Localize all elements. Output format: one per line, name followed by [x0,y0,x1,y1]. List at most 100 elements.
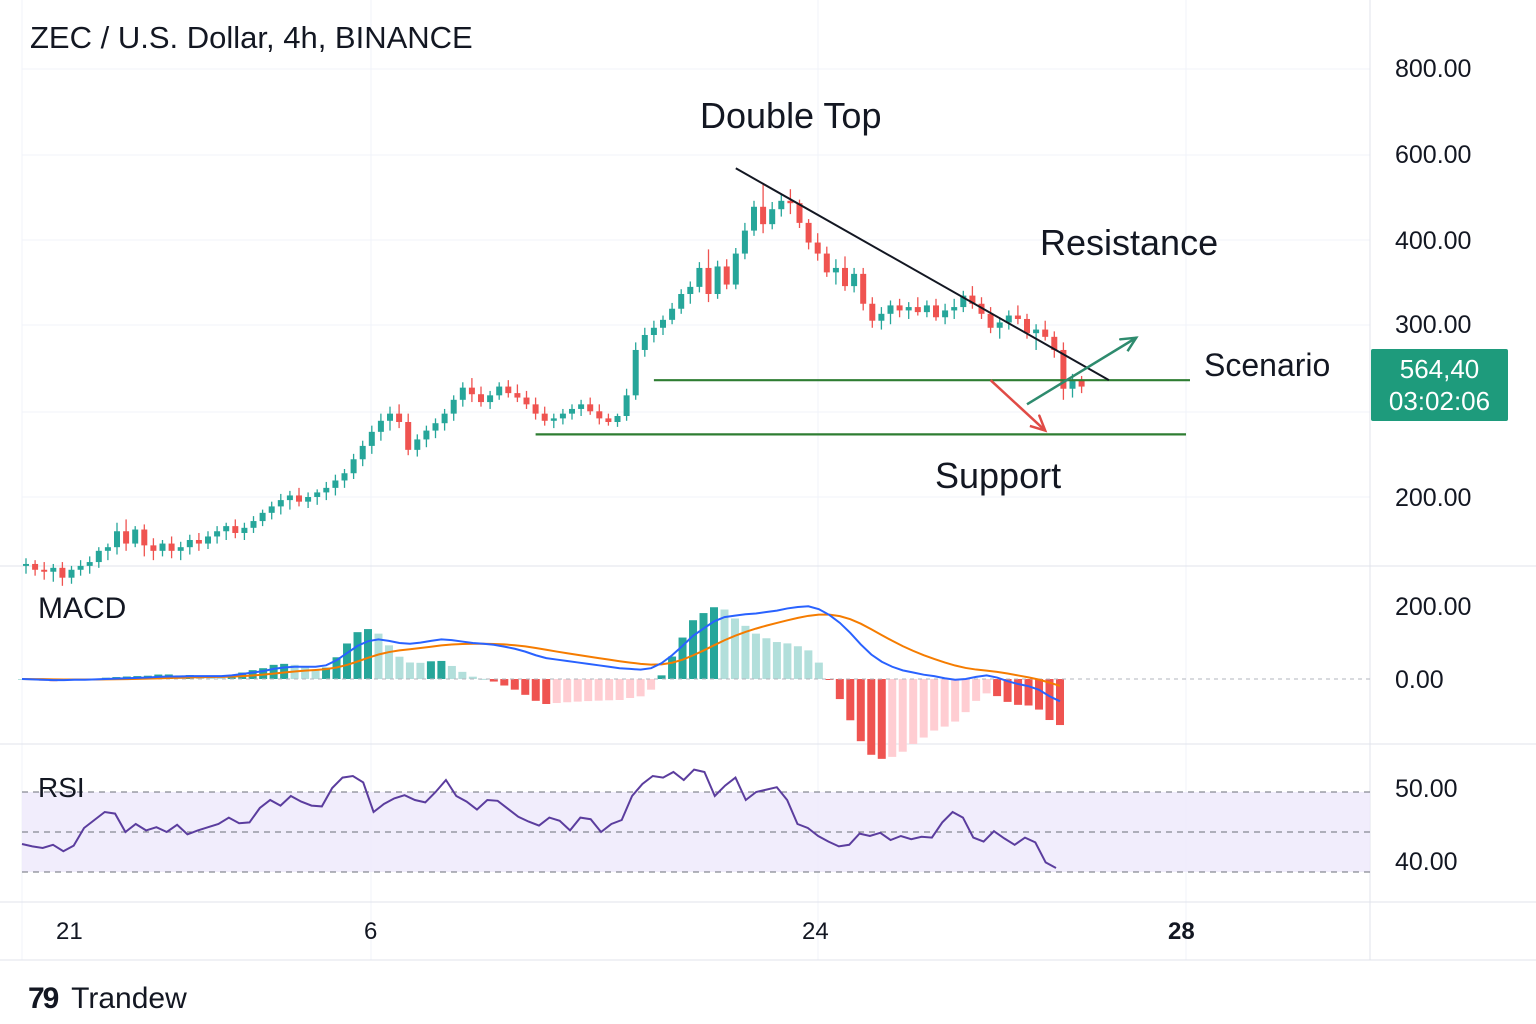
candle-body [396,413,403,422]
macd-histogram-bar [1003,679,1012,702]
candle-body [596,411,603,419]
candle-body [514,393,521,398]
bearish-arrow-head [1029,414,1048,433]
candle-body [769,209,776,225]
macd-histogram-bar [343,643,352,679]
candlestick-series [23,184,1085,586]
macd-histogram-bar [1035,679,1044,710]
candle-body [250,521,257,528]
macd-histogram-bar [563,679,572,703]
macd-histogram-bar [552,679,561,704]
bullish-arrow-head [1119,336,1139,352]
macd-histogram-bar [972,679,981,701]
candle-body [914,307,921,313]
candle-body [496,386,503,396]
candle-body [41,569,48,572]
candle-body [405,421,412,450]
macd-histogram-bar [835,679,844,700]
candle-body [414,439,421,450]
macd-histogram-bar [793,646,802,679]
candle-body [796,203,803,223]
candle-body [960,295,967,308]
price-tick-600: 600.00 [1395,141,1472,169]
price-tick-300: 300.00 [1395,311,1472,339]
macd-histogram-bar [426,661,435,679]
candle-body [286,495,293,501]
candle-body [623,395,630,416]
macd-histogram-bar [605,679,614,701]
candle-body [660,319,666,328]
price-tick-400: 400.00 [1395,227,1472,255]
macd-tick-200: 200.00 [1395,593,1472,621]
candle-body [814,242,821,254]
candle-body [132,529,139,544]
candle-body [842,267,848,287]
candle-body [259,512,266,522]
candle-body [505,386,512,394]
candle-body [332,480,339,488]
candle-body [368,431,375,446]
macd-histogram-bar [951,679,960,722]
candle-body [277,500,284,507]
macd-histogram-bar [479,678,488,680]
candle-body [541,413,548,421]
candle-body [614,415,621,422]
candle-body [195,539,202,544]
candle-body [305,497,312,502]
macd-histogram-bar [772,642,781,679]
annotation-double-top: Double Top [700,95,882,136]
candle-body [578,404,585,409]
time-tick-28: 28 [1168,918,1195,945]
price-tick-200: 200.00 [1395,484,1472,512]
price-tick-800: 800.00 [1395,55,1472,83]
candle-body [95,550,102,563]
macd-histogram-bar [217,676,226,679]
candle-body [1014,315,1021,319]
candle-body [569,408,575,414]
candle-body [478,394,484,403]
candle-body [805,222,812,243]
candle-body [432,423,439,431]
macd-histogram-bar [1045,679,1054,721]
macd-histogram-bar [447,665,456,679]
candle-body [1060,349,1067,389]
macd-histogram-bar [982,679,991,694]
candle-body [641,334,648,350]
macd-histogram-bar [353,632,362,679]
last-price-badge: 564,40 03:02:06 [1371,349,1508,421]
candle-body [587,404,594,412]
annotation-resistance: Resistance [1040,222,1219,263]
candle-body [104,547,111,551]
macd-histogram-bar [584,679,593,702]
macd-histogram-bar [814,662,823,679]
annotation-scenario: Scenario [1204,347,1331,383]
candle-body [441,413,448,424]
macd-histogram-bar [825,679,834,680]
candle-body [423,430,430,440]
macd-histogram-bar [657,675,666,679]
candle-body [241,527,248,533]
candle-body [123,531,130,544]
candle-body [268,506,275,513]
candle-body [996,322,1003,328]
macd-histogram-bar [699,613,708,679]
candle-body [468,387,475,395]
candle-body [1069,380,1076,389]
macd-histogram-bar [1024,679,1033,706]
macd-histogram-bar [877,679,886,759]
macd-histogram-bar [510,679,519,690]
macd-histogram-bar [259,668,268,679]
macd-signal-line [21,613,1061,687]
candle-body [1033,329,1040,334]
macd-histogram-bar [783,643,792,679]
level-lines [535,167,1190,436]
bearish-arrow-shaft [989,379,1047,432]
candle-body [50,567,57,572]
bullish-arrow-shaft [1026,336,1137,406]
candle-body [523,397,530,405]
macd-histogram-bar [647,679,656,690]
candle-body [751,206,757,231]
rsi-tick-50: 50.00 [1395,775,1458,803]
candle-body [650,327,657,335]
